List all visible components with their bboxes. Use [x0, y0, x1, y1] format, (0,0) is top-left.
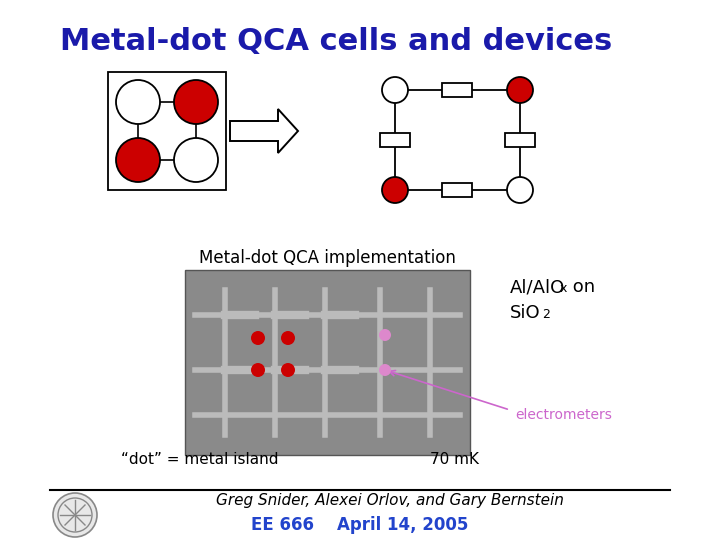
- Circle shape: [507, 177, 533, 203]
- Circle shape: [379, 329, 391, 341]
- Text: x: x: [560, 282, 567, 295]
- Circle shape: [116, 138, 160, 182]
- Circle shape: [251, 331, 265, 345]
- Bar: [442, 83, 472, 97]
- Circle shape: [281, 363, 295, 377]
- Text: Al/AlO: Al/AlO: [510, 278, 565, 296]
- Text: Metal-dot QCA cells and devices: Metal-dot QCA cells and devices: [60, 28, 612, 57]
- Bar: [380, 133, 410, 147]
- Bar: [442, 183, 472, 197]
- Text: electrometers: electrometers: [515, 408, 612, 422]
- Text: on: on: [567, 278, 595, 296]
- Text: 2: 2: [542, 308, 550, 321]
- Text: “dot” = metal island: “dot” = metal island: [121, 453, 279, 468]
- Text: SiO: SiO: [510, 304, 541, 322]
- Circle shape: [382, 177, 408, 203]
- Polygon shape: [230, 109, 298, 153]
- Circle shape: [174, 138, 218, 182]
- Bar: [185, 270, 470, 455]
- Circle shape: [281, 331, 295, 345]
- Circle shape: [251, 363, 265, 377]
- Text: Metal-dot QCA implementation: Metal-dot QCA implementation: [199, 249, 456, 267]
- Circle shape: [116, 80, 160, 124]
- Bar: [505, 133, 535, 147]
- Text: EE 666    April 14, 2005: EE 666 April 14, 2005: [251, 516, 469, 534]
- Circle shape: [53, 493, 97, 537]
- Text: Greg Snider, Alexei Orlov, and Gary Bernstein: Greg Snider, Alexei Orlov, and Gary Bern…: [216, 492, 564, 508]
- Circle shape: [174, 80, 218, 124]
- Circle shape: [382, 77, 408, 103]
- Circle shape: [507, 77, 533, 103]
- Text: 70 mK: 70 mK: [431, 453, 480, 468]
- Circle shape: [379, 364, 391, 376]
- Bar: [108, 72, 226, 190]
